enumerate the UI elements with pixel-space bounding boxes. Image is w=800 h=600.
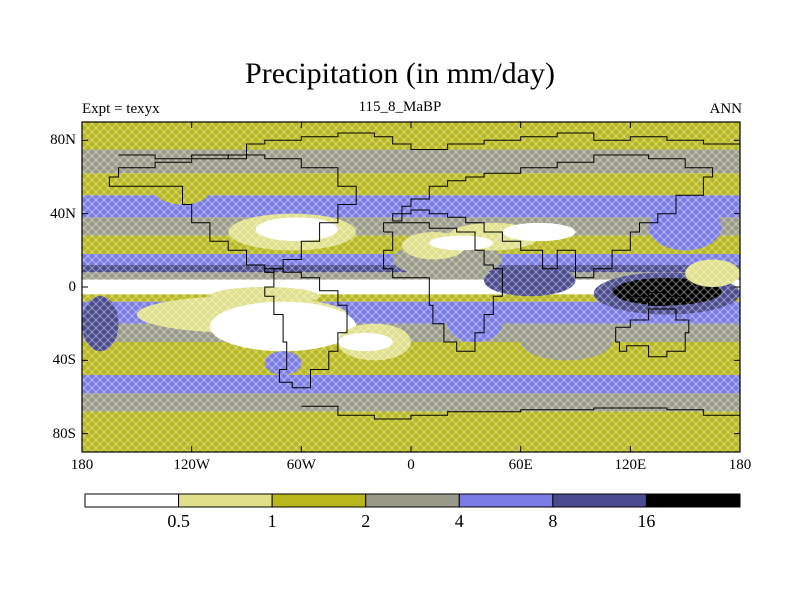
colorbar-swatch-4 xyxy=(458,493,554,508)
colorbar-tick-label: 0.5 xyxy=(167,511,190,531)
chart-subtitle: 115_8_MaBP xyxy=(358,99,442,115)
colorbar-tick-label: 8 xyxy=(548,511,558,531)
y-tick-label: 80S xyxy=(52,425,76,442)
y-tick-label: 40N xyxy=(50,205,76,222)
x-tick-label: 0 xyxy=(407,457,415,473)
x-tick-label: 120W xyxy=(173,457,210,473)
colorbar-tick-label: 1 xyxy=(267,511,277,531)
x-tick-label: 60E xyxy=(508,457,533,473)
coastline-3 xyxy=(383,222,503,352)
colorbar-swatch-5 xyxy=(552,493,647,508)
x-tick-label: 180 xyxy=(70,457,94,473)
coastline-5 xyxy=(301,405,740,425)
colorbar-swatch-0 xyxy=(84,493,180,508)
coastlines xyxy=(108,132,740,425)
colorbar-tick-label: 2 xyxy=(361,511,371,531)
x-tick-label: 60W xyxy=(286,457,316,473)
coastline-0 xyxy=(118,132,740,160)
colorbar-swatch-1 xyxy=(178,493,273,508)
colorbar-swatch-6 xyxy=(645,493,741,508)
experiment-label: Expt = texyx xyxy=(82,101,160,117)
colorbar-tick-label: 16 xyxy=(637,511,656,531)
y-tick-label: 0 xyxy=(68,279,77,295)
colorbar-swatch-3 xyxy=(365,493,460,508)
coastline-1 xyxy=(108,154,357,273)
season-label: ANN xyxy=(709,101,743,117)
coastline-7 xyxy=(629,292,686,306)
coastline-6 xyxy=(615,308,690,358)
precipitation-field xyxy=(82,122,740,452)
y-tick-label: 80N xyxy=(50,132,76,149)
y-tick-label: 40S xyxy=(52,352,76,369)
axis-ticks xyxy=(81,122,741,452)
coastline-4 xyxy=(392,154,714,279)
chart-title: Precipitation (in mm/day) xyxy=(245,57,555,90)
x-tick-label: 120E xyxy=(614,457,647,473)
colorbar-tick-label: 4 xyxy=(454,511,464,531)
hatch-texture xyxy=(82,122,740,452)
colorbar-swatch-2 xyxy=(271,493,367,508)
coastline-2 xyxy=(264,268,348,389)
x-tick-label: 180 xyxy=(728,457,752,473)
colorbar xyxy=(84,493,741,508)
